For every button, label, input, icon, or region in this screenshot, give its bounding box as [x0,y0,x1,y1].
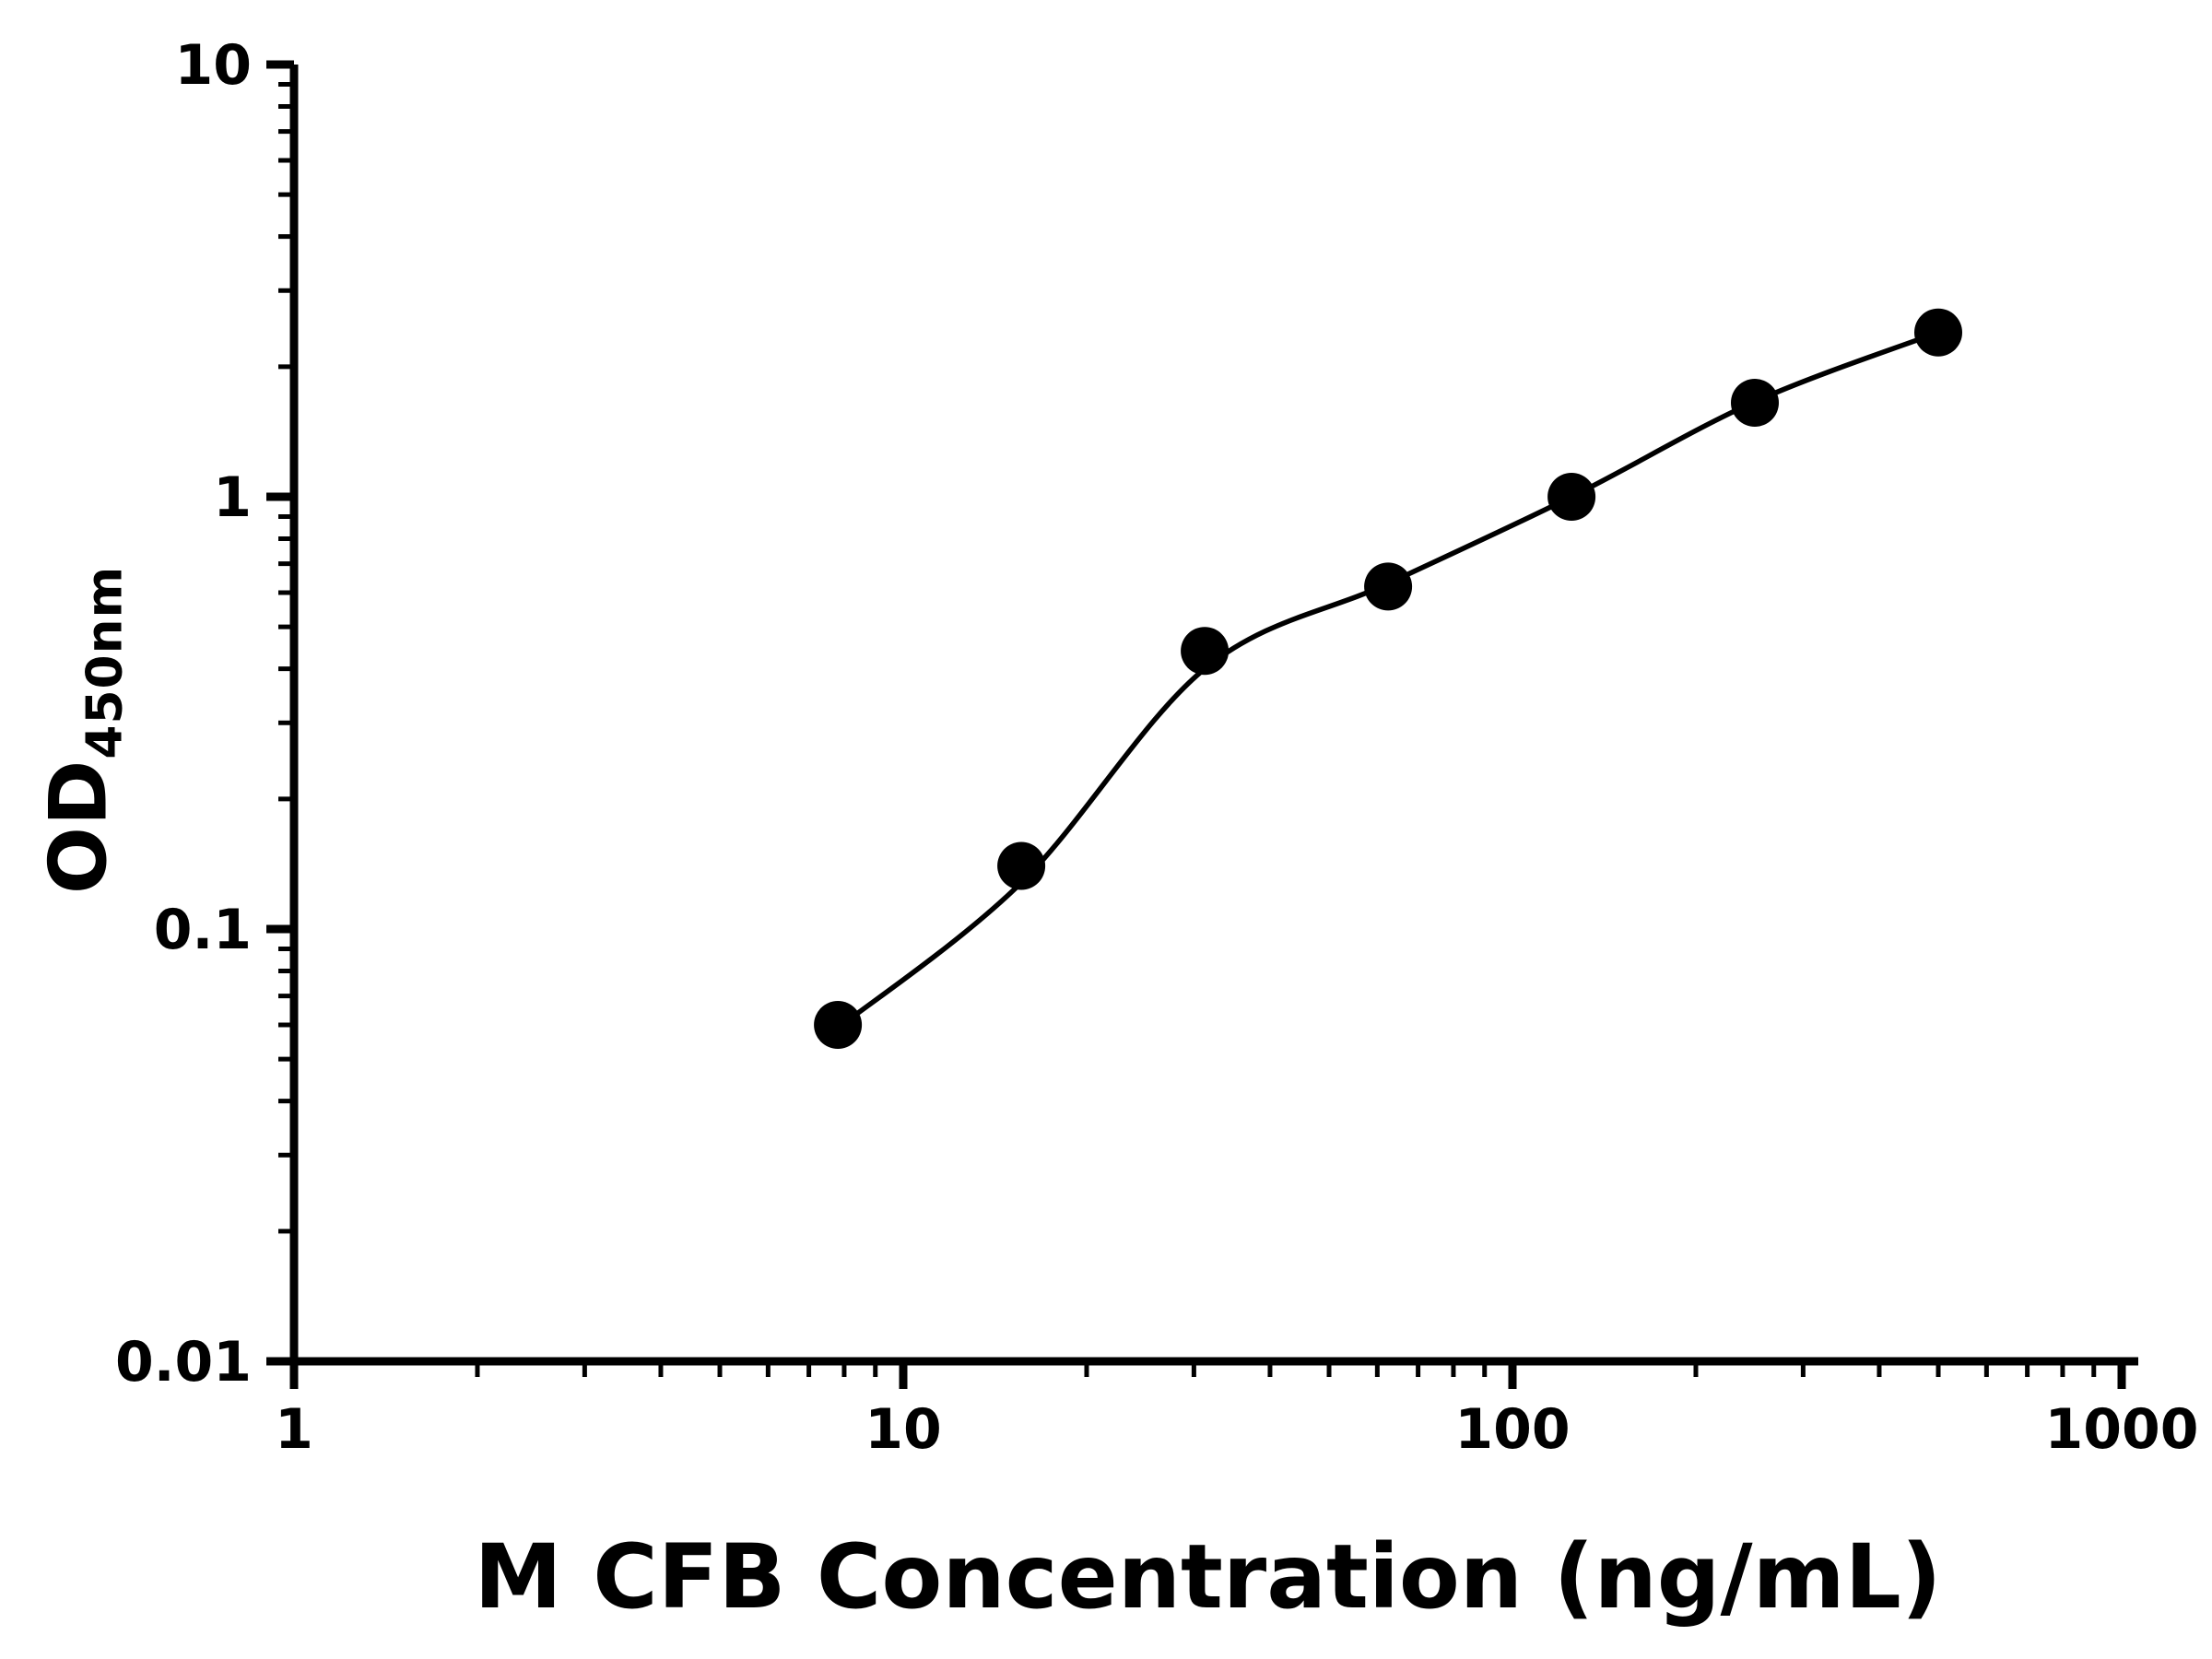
x-tick-label: 1000 [2045,1397,2199,1462]
data-point [1364,562,1413,611]
y-tick-label: 10 [175,33,253,98]
x-tick-label: 100 [1454,1397,1570,1462]
data-point [997,841,1046,890]
y-axis-title: OD450nm [32,566,133,894]
data-point [814,1001,863,1049]
y-tick-label: 1 [213,465,252,530]
data-point [1547,473,1596,521]
fit-curve [835,329,1941,1031]
x-axis-title: M CFB Concentration (ng/mL) [474,1525,1942,1629]
x-tick-label: 1 [275,1397,313,1462]
data-point [1181,627,1230,676]
y-axis-title-subscript: 450nm [76,565,134,759]
y-tick-label: 0.1 [154,898,252,962]
data-point [1731,379,1779,427]
data-point [1914,308,1962,357]
y-axis-title-main: OD [32,759,125,895]
y-tick-label: 0.01 [115,1330,252,1394]
x-tick-label: 10 [865,1397,942,1462]
